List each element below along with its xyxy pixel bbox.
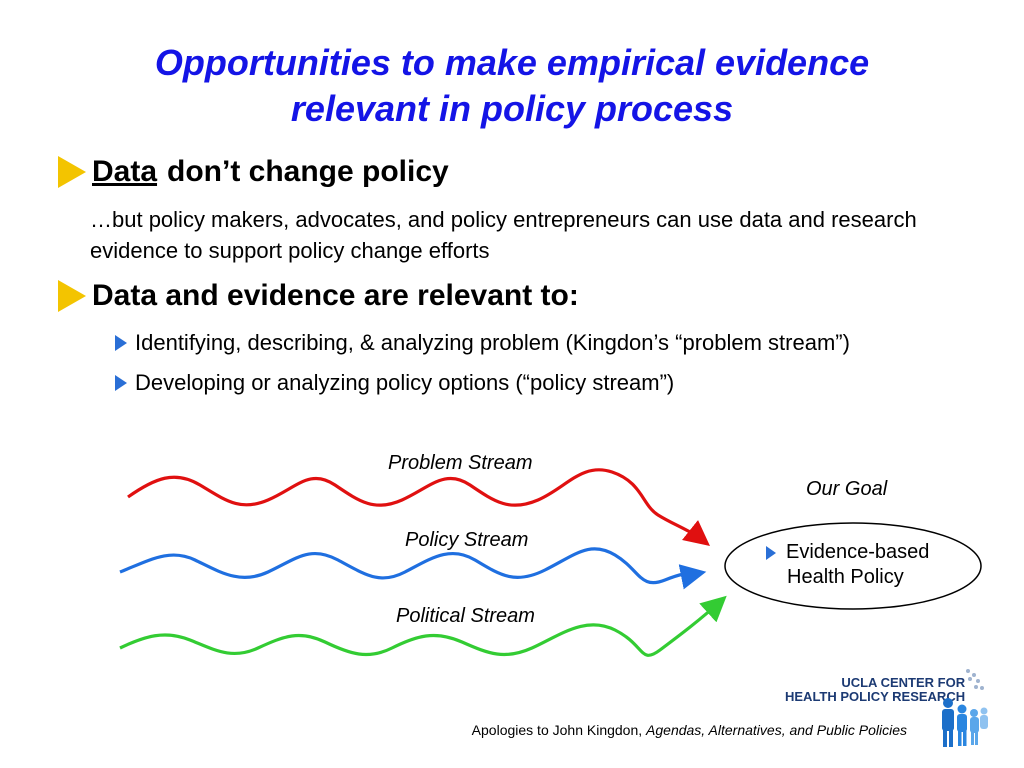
sub-bullet-problem: Identifying, describing, & analyzing pro… — [115, 330, 850, 356]
title-line-2: relevant in policy process — [290, 88, 734, 129]
bullet-text: Data and evidence are relevant to: — [92, 279, 579, 312]
problem-stream-line — [127, 468, 710, 546]
our-goal-label: Our Goal — [806, 478, 888, 500]
bullet-body-text: …but policy makers, advocates, and polic… — [90, 207, 917, 263]
logo-text: UCLA CENTER FOR HEALTH POLICY RESEARCH — [785, 676, 965, 704]
blue-triangle-bullet-icon — [766, 545, 776, 560]
bullet-data-dont-change-policy: Data don’t change policy — [58, 152, 449, 192]
logo-line-2: HEALTH POLICY RESEARCH — [785, 689, 966, 704]
blue-triangle-bullet-icon — [115, 375, 127, 391]
bullet-underlined-word: Data — [92, 155, 158, 188]
goal-line-2: Health Policy — [787, 566, 904, 588]
citation-prefix: Apologies to John Kingdon, — [471, 722, 647, 738]
slide-title: Opportunities to make empirical evidence… — [0, 40, 1024, 132]
sub-bullet-text: Identifying, describing, & analyzing pro… — [135, 330, 850, 355]
citation-book-title: Agendas, Alternatives, and Public Polici… — [646, 722, 907, 738]
sub-bullet-policy: Developing or analyzing policy options (… — [115, 370, 674, 396]
goal-ellipse — [724, 522, 982, 610]
bullet-text: don’t change policy — [167, 155, 449, 188]
political-stream-line — [119, 595, 727, 657]
logo-line-1: UCLA CENTER FOR — [841, 675, 966, 690]
citation: Apologies to John Kingdon, Agendas, Alte… — [0, 722, 907, 738]
goal-line-1: Evidence-based — [786, 541, 930, 563]
blue-triangle-bullet-icon — [115, 335, 127, 351]
problem-stream-label: Problem Stream — [388, 452, 533, 474]
policy-stream-label: Policy Stream — [405, 529, 529, 551]
people-group-icon — [942, 669, 988, 747]
political-stream-label: Political Stream — [396, 605, 535, 627]
title-line-1: Opportunities to make empirical evidence — [154, 42, 870, 83]
yellow-triangle-bullet-icon — [58, 156, 86, 188]
policy-stream-line — [119, 547, 707, 590]
goal-text: Evidence-based Health Policy — [766, 540, 929, 590]
sub-bullet-text: Developing or analyzing policy options (… — [135, 370, 675, 395]
yellow-triangle-bullet-icon — [58, 280, 86, 312]
bullet-data-evidence-relevant: Data and evidence are relevant to: — [58, 276, 579, 316]
